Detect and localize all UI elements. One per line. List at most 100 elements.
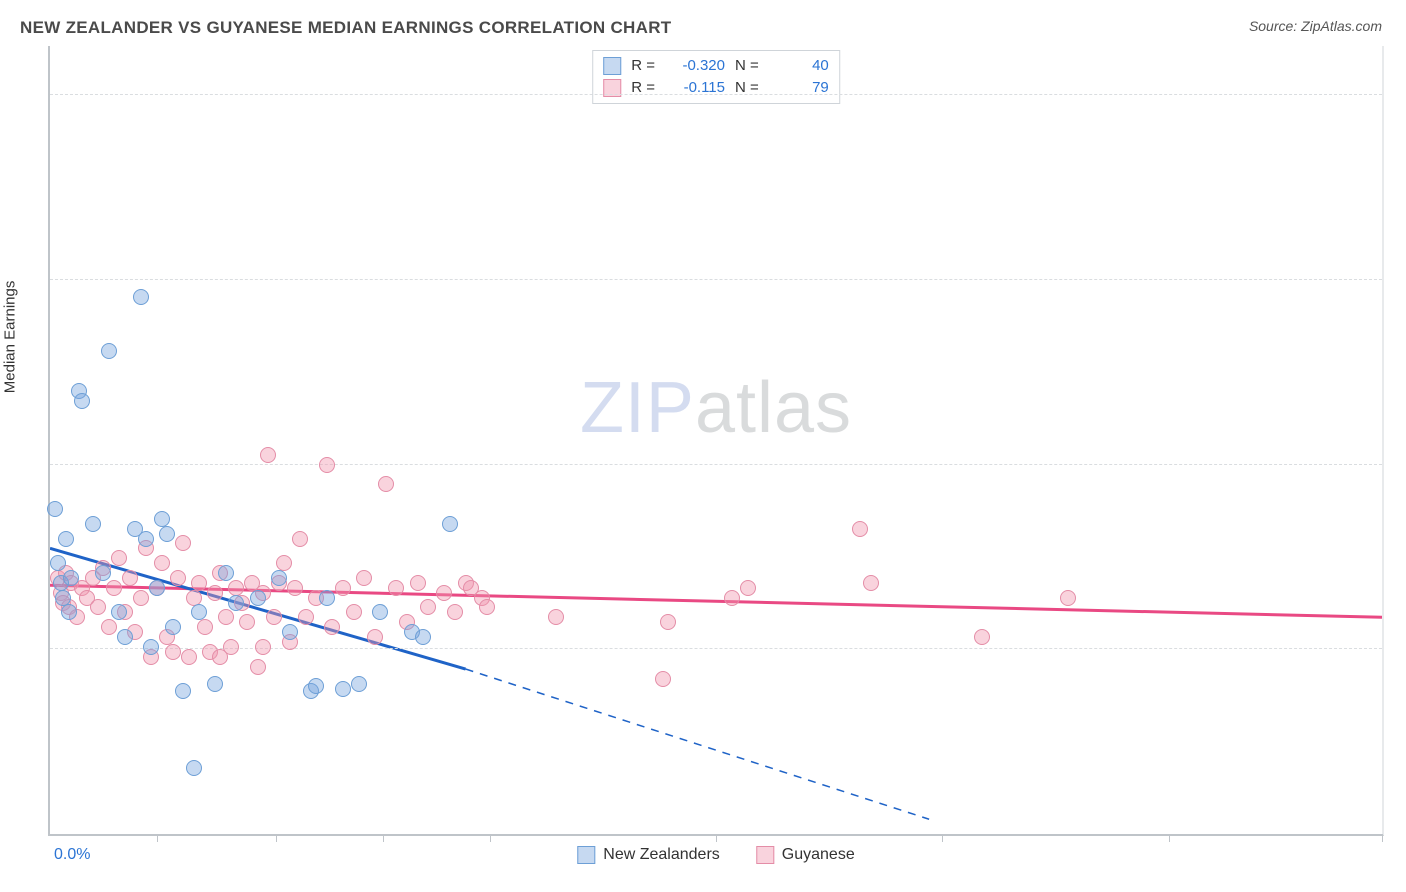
scatter-point-b — [207, 585, 223, 601]
swatch-a — [603, 57, 621, 75]
scatter-point-b — [170, 570, 186, 586]
legend-n-value-a: 40 — [769, 55, 829, 77]
scatter-point-b — [319, 457, 335, 473]
scatter-point-b — [298, 609, 314, 625]
scatter-point-b — [122, 570, 138, 586]
category-label-b: Guyanese — [782, 846, 855, 864]
chart-area: Median Earnings ZIPatlas R = -0.320 N = … — [48, 46, 1384, 836]
scatter-point-b — [154, 555, 170, 571]
legend-n-label: N = — [735, 55, 759, 77]
scatter-point-a — [101, 343, 117, 359]
scatter-point-b — [266, 609, 282, 625]
scatter-point-b — [388, 580, 404, 596]
scatter-point-a — [282, 624, 298, 640]
y-tick-label: $150,000 — [1390, 86, 1406, 103]
legend-r-label: R = — [631, 77, 655, 99]
scatter-point-b — [111, 550, 127, 566]
gridline-h — [50, 94, 1382, 95]
scatter-point-a — [149, 580, 165, 596]
y-tick-label: $37,500 — [1390, 640, 1406, 657]
scatter-point-b — [106, 580, 122, 596]
scatter-point-b — [655, 671, 671, 687]
scatter-point-a — [351, 676, 367, 692]
scatter-point-a — [50, 555, 66, 571]
scatter-point-a — [143, 639, 159, 655]
scatter-point-a — [372, 604, 388, 620]
x-tick — [276, 834, 277, 842]
scatter-point-a — [58, 531, 74, 547]
legend-row-a: R = -0.320 N = 40 — [603, 55, 829, 77]
scatter-point-b — [186, 590, 202, 606]
scatter-point-a — [138, 531, 154, 547]
watermark: ZIPatlas — [580, 367, 852, 449]
scatter-point-a — [85, 516, 101, 532]
swatch-a2 — [577, 846, 595, 864]
x-tick — [1382, 834, 1383, 842]
scatter-point-b — [165, 644, 181, 660]
x-tick — [157, 834, 158, 842]
scatter-point-a — [63, 570, 79, 586]
watermark-zip: ZIP — [580, 368, 695, 448]
scatter-point-b — [1060, 590, 1076, 606]
scatter-point-b — [287, 580, 303, 596]
scatter-point-a — [61, 604, 77, 620]
scatter-point-a — [319, 590, 335, 606]
scatter-point-b — [346, 604, 362, 620]
scatter-point-b — [212, 649, 228, 665]
scatter-point-a — [186, 760, 202, 776]
swatch-b2 — [756, 846, 774, 864]
correlation-legend: R = -0.320 N = 40 R = -0.115 N = 79 — [592, 50, 840, 104]
scatter-point-b — [197, 619, 213, 635]
y-tick-label: $75,000 — [1390, 456, 1406, 473]
trend-lines — [50, 46, 1382, 834]
scatter-point-b — [260, 447, 276, 463]
scatter-point-b — [410, 575, 426, 591]
scatter-point-b — [420, 599, 436, 615]
scatter-point-b — [90, 599, 106, 615]
scatter-point-a — [442, 516, 458, 532]
chart-title: NEW ZEALANDER VS GUYANESE MEDIAN EARNING… — [20, 18, 671, 38]
scatter-point-b — [852, 521, 868, 537]
scatter-point-a — [218, 565, 234, 581]
x-tick — [716, 834, 717, 842]
scatter-point-a — [335, 681, 351, 697]
legend-row-b: R = -0.115 N = 79 — [603, 77, 829, 99]
scatter-point-a — [228, 595, 244, 611]
category-legend: New Zealanders Guyanese — [577, 846, 854, 864]
scatter-point-b — [335, 580, 351, 596]
x-tick — [383, 834, 384, 842]
scatter-point-b — [250, 659, 266, 675]
scatter-point-b — [974, 629, 990, 645]
source-label: Source: ZipAtlas.com — [1249, 18, 1382, 34]
scatter-point-a — [415, 629, 431, 645]
scatter-point-b — [436, 585, 452, 601]
legend-n-label: N = — [735, 77, 759, 99]
gridline-h — [50, 648, 1382, 649]
scatter-point-b — [175, 535, 191, 551]
gridline-h — [50, 464, 1382, 465]
watermark-atlas: atlas — [695, 368, 852, 448]
scatter-point-b — [660, 614, 676, 630]
scatter-point-b — [378, 476, 394, 492]
scatter-point-b — [447, 604, 463, 620]
y-axis-label: Median Earnings — [2, 281, 19, 394]
legend-r-value-b: -0.115 — [665, 77, 725, 99]
scatter-point-b — [191, 575, 207, 591]
scatter-point-b — [740, 580, 756, 596]
scatter-point-b — [863, 575, 879, 591]
scatter-point-b — [218, 609, 234, 625]
scatter-point-a — [175, 683, 191, 699]
scatter-point-a — [154, 511, 170, 527]
category-label-a: New Zealanders — [603, 846, 720, 864]
scatter-point-b — [479, 599, 495, 615]
legend-r-value-a: -0.320 — [665, 55, 725, 77]
scatter-point-b — [276, 555, 292, 571]
scatter-point-b — [101, 619, 117, 635]
scatter-point-b — [548, 609, 564, 625]
scatter-point-b — [133, 590, 149, 606]
scatter-point-b — [367, 629, 383, 645]
scatter-point-a — [117, 629, 133, 645]
scatter-point-a — [55, 590, 71, 606]
scatter-point-b — [324, 619, 340, 635]
scatter-point-b — [724, 590, 740, 606]
